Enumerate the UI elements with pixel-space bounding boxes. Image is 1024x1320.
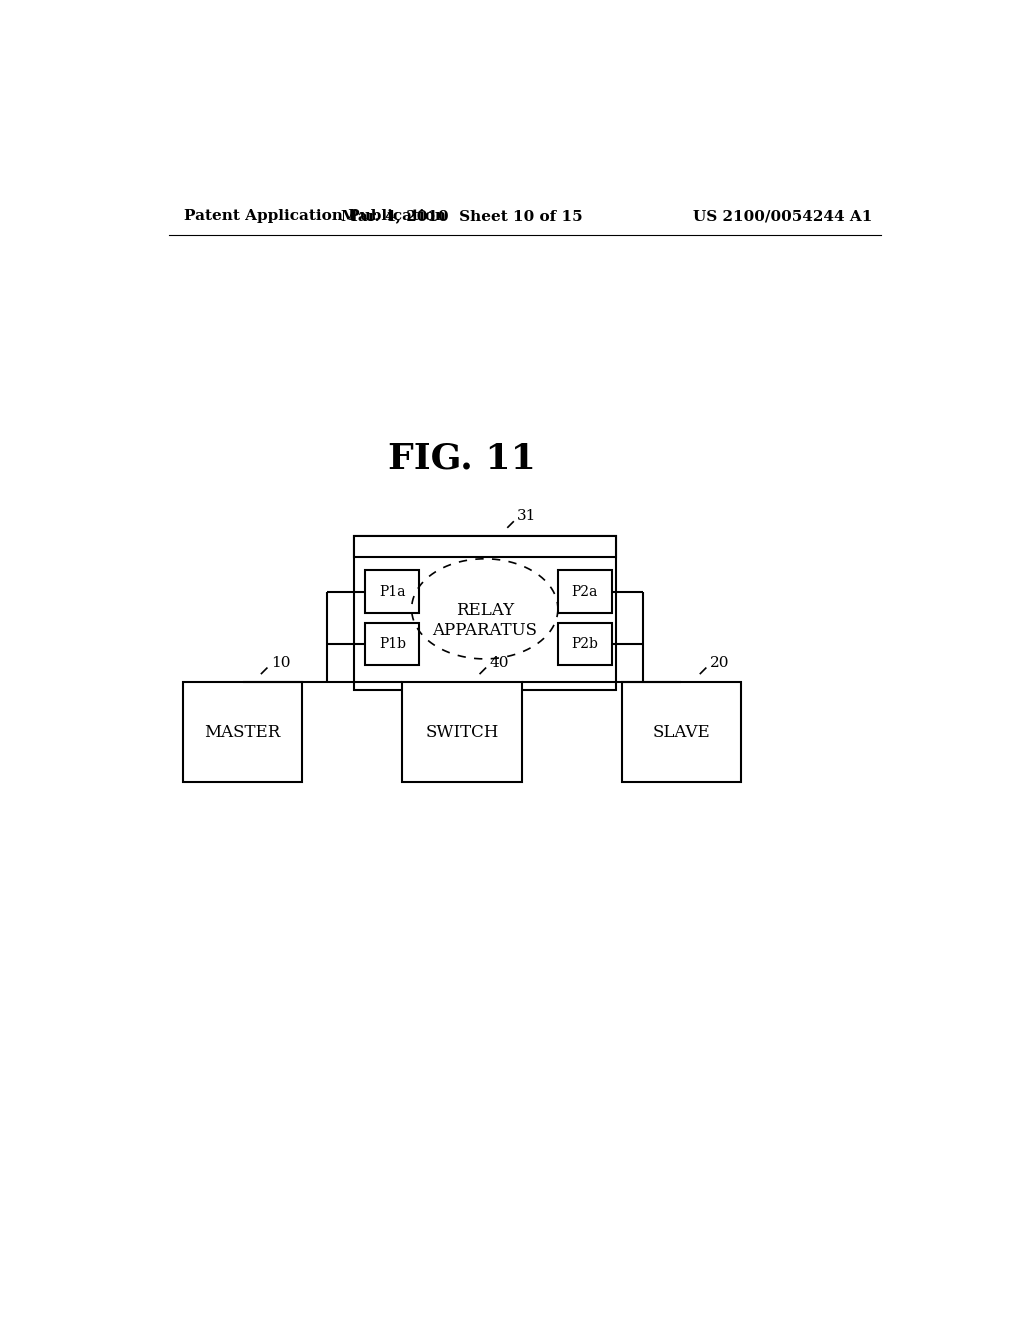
Bar (622, 682, 741, 781)
Text: P2a: P2a (571, 585, 598, 598)
Bar (366, 623, 419, 665)
Bar (354, 536, 615, 557)
Text: 31: 31 (517, 510, 537, 524)
Text: Patent Application Publication: Patent Application Publication (184, 209, 446, 223)
Text: 40: 40 (489, 656, 509, 669)
Text: 20: 20 (710, 656, 729, 669)
Text: FIG. 11: FIG. 11 (388, 442, 536, 475)
Bar (558, 570, 611, 612)
Text: SLAVE: SLAVE (652, 723, 711, 741)
Bar (354, 536, 615, 689)
Bar (183, 682, 302, 781)
Text: SWITCH: SWITCH (425, 723, 499, 741)
Text: P1a: P1a (379, 585, 406, 598)
Text: MASTER: MASTER (205, 723, 281, 741)
Text: Mar. 4, 2010  Sheet 10 of 15: Mar. 4, 2010 Sheet 10 of 15 (341, 209, 583, 223)
Bar (558, 623, 611, 665)
Bar (366, 570, 419, 612)
Text: US 2100/0054244 A1: US 2100/0054244 A1 (692, 209, 872, 223)
Text: P2b: P2b (571, 636, 598, 651)
Text: RELAY
APPARATUS: RELAY APPARATUS (432, 602, 538, 639)
Text: 10: 10 (270, 656, 290, 669)
Bar (402, 682, 521, 781)
Text: P1b: P1b (379, 636, 406, 651)
